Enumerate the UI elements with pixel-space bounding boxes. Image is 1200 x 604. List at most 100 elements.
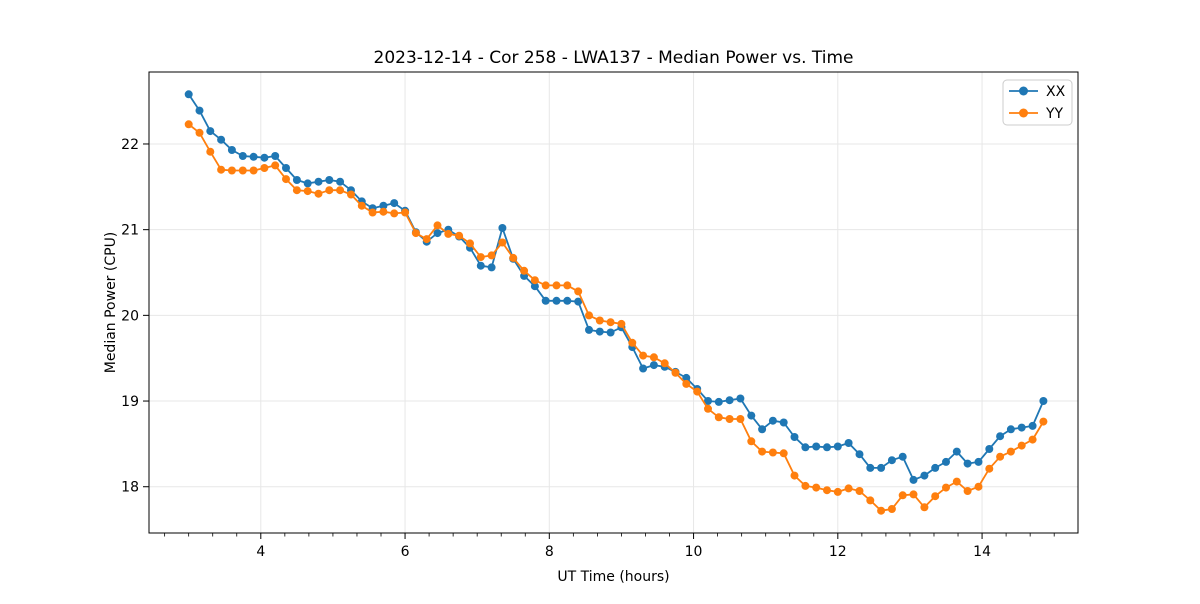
series-XX-marker [195,106,204,115]
series-XX-marker [877,463,886,472]
y-tick-label: 18 [121,480,139,496]
series-XX-marker [303,179,312,188]
series-YY-marker [282,175,290,184]
series-XX-marker [747,411,756,420]
series-XX-marker [714,397,723,406]
series-YY-marker [574,287,583,296]
series-YY-marker [357,201,366,210]
x-tick-label: 6 [401,544,410,560]
series-YY-marker [433,221,442,230]
series-YY-marker [487,251,496,260]
x-tick-label: 14 [973,544,991,560]
y-tick-label: 20 [121,308,139,324]
series-XX-marker [855,450,864,459]
series-XX-marker [260,153,269,162]
series-YY-marker [844,484,853,493]
series-YY-marker [184,120,193,129]
chart-title: 2023-12-14 - Cor 258 - LWA137 - Median P… [374,48,854,68]
series-XX-marker [271,152,280,160]
series-YY-marker [725,415,734,423]
series-YY-marker [942,483,950,492]
series-XX-marker [898,452,907,461]
series-XX-marker [1028,421,1037,430]
series-YY-marker [379,207,388,216]
series-XX-marker [844,439,853,447]
x-axis-label: UT Time (hours) [557,569,669,585]
series-XX-marker [768,416,777,425]
series-XX-marker [790,433,799,441]
series-YY-marker [833,487,842,496]
series-YY-marker [585,311,593,320]
series-YY-marker [227,166,236,175]
series-XX-marker [498,224,507,232]
series-YY-marker [693,387,702,396]
x-tick-label: 10 [685,544,703,560]
series-XX-marker [238,152,247,160]
series-XX-marker [725,396,734,405]
series-YY-marker [466,239,474,248]
series-YY-marker [498,238,507,247]
series-XX-marker [931,463,940,472]
series-YY-marker [249,166,258,175]
series-YY-marker [411,229,420,238]
series-YY-marker [909,490,918,499]
series-YY-marker [347,190,355,199]
series-XX-marker [833,442,842,451]
series-YY-marker [206,147,215,156]
x-tick-label: 12 [829,544,847,560]
legend-entry-marker [1019,86,1028,96]
series-XX-marker [1006,425,1015,434]
y-tick-label: 19 [121,394,139,410]
series-YY-marker [303,187,312,196]
grid-layer [149,72,1078,533]
series-YY-marker [455,231,464,240]
series-YY-marker [768,448,777,457]
legend-label: YY [1045,106,1064,122]
series-YY-marker [509,253,518,262]
series-XX-marker [379,201,388,210]
series-XX-marker [682,373,691,382]
series-YY-marker [563,281,572,290]
series-YY-marker [931,492,940,501]
series-YY-marker [606,318,615,327]
series-YY-marker [801,481,810,490]
series-YY-marker [541,281,550,290]
series-YY-marker [595,316,604,325]
series-XX-marker [1039,397,1048,405]
series-XX-marker [639,364,648,373]
series-XX-marker [736,394,745,403]
y-tick-label: 21 [121,223,139,239]
series-YY-marker [1039,417,1048,426]
series-XX-marker [530,282,539,291]
series-XX-marker [476,261,485,270]
series-YY-marker [823,486,831,495]
series-YY-marker [736,415,745,423]
series-layer [184,90,1048,515]
series-YY-marker [758,447,767,456]
series-XX-marker [292,176,301,184]
series-YY-marker [271,161,280,170]
series-XX-marker [985,445,994,453]
series-XX-line [187,93,1045,481]
series-XX-marker [823,443,831,452]
series-XX-marker [314,177,323,186]
series-XX-marker [996,432,1005,441]
series-XX-marker [649,361,658,370]
series-YY-marker [336,186,345,195]
y-tick-label: 22 [121,137,139,153]
series-YY-marker [660,359,669,368]
series-YY-marker [628,338,637,347]
x-tick-label: 8 [545,544,554,560]
series-YY-marker [877,506,886,515]
series-XX-marker [184,90,193,99]
legend: XX YY [1002,79,1073,126]
series-YY-marker [898,491,907,500]
series-YY-marker [292,186,301,195]
series-YY-marker [260,164,269,172]
series-XX-marker [866,463,875,472]
series-XX-marker [952,447,961,456]
series-XX-marker [595,327,604,336]
legend-label: XX [1046,84,1066,100]
